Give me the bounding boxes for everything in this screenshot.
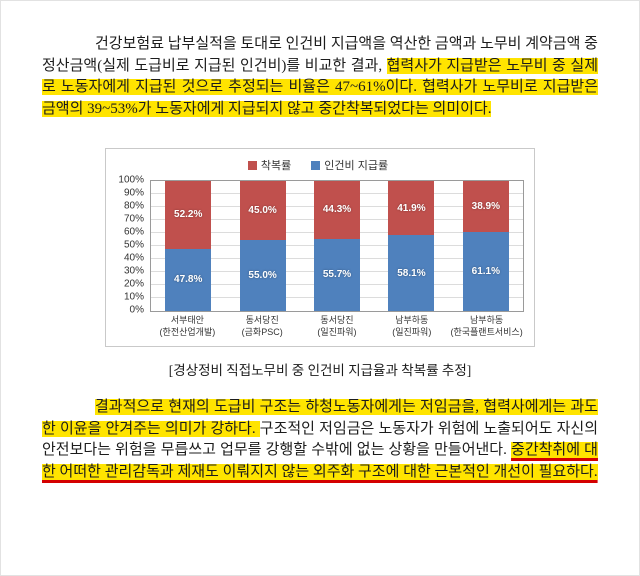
bar-segment: 55.0% — [239, 239, 286, 311]
legend-item: 인건비 지급률 — [311, 157, 388, 173]
bar-segment: 41.9% — [388, 181, 435, 236]
bar-value-label: 38.9% — [471, 200, 500, 212]
x-category-line: (한국플랜트서비스) — [450, 326, 523, 337]
document-page: 건강보험료 납부실적을 토대로 인건비 지급액을 역산한 금액과 노무비 계약금… — [42, 34, 599, 483]
bar-column: 61.1% 38.9% — [449, 181, 523, 311]
bar-value-label: 44.3% — [322, 204, 352, 216]
x-category-line: (일진파워) — [317, 326, 357, 337]
legend-label: 착복률 — [260, 160, 292, 172]
bar-value-label: 58.1% — [397, 267, 426, 279]
chart-legend: 착복률 인건비 지급률 — [112, 157, 524, 173]
y-tick-label: 30% — [123, 265, 144, 277]
bar-stack: 55.7% 44.3% — [314, 181, 361, 311]
bar-segment: 58.1% — [388, 235, 435, 311]
bar-value-label: 45.0% — [248, 204, 277, 216]
bar-value-label: 61.1% — [471, 265, 500, 277]
body-text: 구조적인 저임금은 노동자가 위험에 노출되어도 자신의 안전보다는 위험을 무… — [42, 420, 599, 459]
x-category-line: 서부태안 — [170, 315, 204, 325]
bar-stack: 61.1% 38.9% — [462, 181, 509, 311]
body-text: 건강보험료 납부실적을 토대로 인건비 지급액을 역산한 금액과 노무비 계약금… — [42, 36, 598, 74]
chart-caption: [경상정비 직접노무비 중 인건비 지급율과 착복률 추정] — [168, 363, 472, 379]
bars-container: 47.8% 52.2% 55.0% 45.0% 55.7% 44.3% 58.1% 41.9%… — [151, 181, 523, 311]
bar-column: 58.1% 41.9% — [374, 181, 448, 311]
bar-value-label: 52.2% — [174, 209, 203, 221]
bar-stack: 55.0% 45.0% — [239, 181, 286, 311]
bar-column: 47.8% 52.2% — [151, 181, 225, 311]
x-category-line: (한전산업개발) — [159, 326, 216, 337]
x-category-label: 서부태안 (한전산업개발) — [150, 315, 225, 338]
bar-segment: 45.0% — [239, 181, 286, 240]
x-axis: 서부태안 (한전산업개발) 동서당진 (금화PSC) 동서당진 (일진파워) 남부하동 (일진… — [150, 315, 524, 338]
x-category-label: 남부하동 (일진파워) — [374, 315, 449, 338]
legend-swatch-icon — [311, 160, 321, 170]
y-tick-label: 20% — [123, 278, 144, 290]
y-tick-label: 100% — [118, 174, 144, 186]
bar-value-label: 55.7% — [322, 269, 352, 281]
paragraph-2: 결과적으로 현재의 도급비 구조는 하청노동자에게는 저임금을, 협력사에게는 … — [42, 397, 598, 483]
bar-stack: 47.8% 52.2% — [165, 181, 212, 311]
y-tick-label: 60% — [123, 226, 144, 238]
y-tick-label: 50% — [123, 239, 144, 251]
legend-label: 인건비 지급률 — [324, 160, 389, 172]
x-category-label: 남부하동 (한국플랜트서비스) — [449, 315, 524, 338]
x-category-label: 동서당진 (금화PSC) — [225, 315, 300, 338]
x-category-line: 동서당진 — [245, 315, 279, 325]
bar-segment: 61.1% — [462, 231, 509, 311]
x-category-label: 동서당진 (일진파워) — [300, 315, 375, 338]
x-category-line: 남부하동 — [470, 315, 504, 325]
y-tick-label: 80% — [123, 200, 144, 212]
x-category-line: 동서당진 — [320, 315, 354, 325]
x-category-line: (금화PSC) — [241, 326, 283, 337]
paragraph-1: 건강보험료 납부실적을 토대로 인건비 지급액을 역산한 금액과 노무비 계약금… — [42, 34, 599, 120]
bar-column: 55.7% 44.3% — [300, 181, 374, 311]
y-tick-label: 0% — [129, 304, 144, 316]
x-category-line: 남부하동 — [395, 315, 429, 325]
y-tick-label: 90% — [123, 187, 144, 199]
y-tick-label: 40% — [123, 252, 144, 264]
bar-stack: 58.1% 41.9% — [388, 181, 435, 311]
plot-area: 47.8% 52.2% 55.0% 45.0% 55.7% 44.3% 58.1% 41.9%… — [150, 180, 524, 312]
legend-swatch-icon — [247, 160, 257, 170]
bar-value-label: 47.8% — [174, 274, 203, 286]
bar-segment: 47.8% — [165, 248, 212, 311]
y-axis: 0% 10% 20% 30% 40% 50% 60% 70% 80% 90% 100% — [112, 175, 150, 316]
x-category-line: (일진파워) — [392, 326, 432, 337]
bar-segment: 44.3% — [314, 181, 361, 239]
bar-segment: 52.2% — [165, 181, 212, 249]
bar-column: 55.0% 45.0% — [225, 181, 299, 311]
y-tick-label: 10% — [123, 291, 144, 303]
legend-item: 착복률 — [247, 157, 292, 173]
bar-value-label: 41.9% — [397, 202, 426, 214]
chart-plot-row: 0% 10% 20% 30% 40% 50% 60% 70% 80% 90% 100% 47.8% 5… — [112, 175, 524, 316]
bar-segment: 38.9% — [462, 181, 509, 232]
y-tick-label: 70% — [123, 213, 144, 225]
bar-segment: 55.7% — [314, 238, 361, 311]
bar-value-label: 55.0% — [248, 269, 277, 281]
stacked-bar-chart: 착복률 인건비 지급률 0% 10% 20% 30% 40% 50% 60% 70% 80% 90%… — [105, 148, 535, 348]
